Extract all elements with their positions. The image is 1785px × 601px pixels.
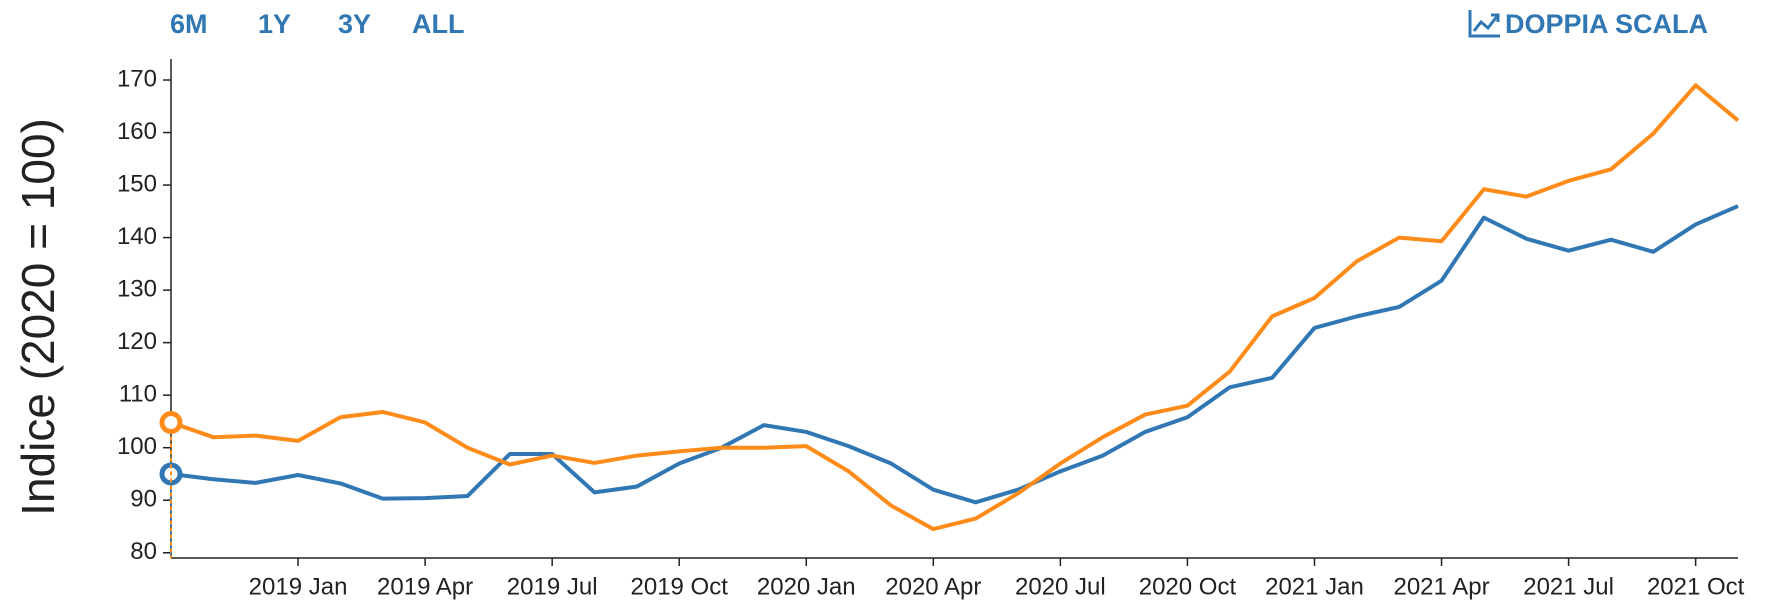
x-tick-label: 2021 Jan bbox=[1265, 573, 1364, 600]
y-tick-label: 130 bbox=[117, 275, 157, 302]
x-tick-label: 2019 Jul bbox=[507, 573, 598, 600]
series-line bbox=[170, 83, 1740, 532]
x-tick-label: 2021 Jul bbox=[1523, 573, 1614, 600]
x-tick-label: 2020 Apr bbox=[885, 573, 981, 600]
x-tick-label: 2021 Oct bbox=[1647, 573, 1745, 600]
y-tick-label: 120 bbox=[117, 328, 157, 355]
y-tick-label: 150 bbox=[117, 170, 157, 197]
scale-toggle[interactable]: DOPPIA SCALA bbox=[1468, 9, 1708, 39]
x-tick-label: 2020 Oct bbox=[1139, 573, 1237, 600]
range-button[interactable]: 3Y bbox=[338, 9, 371, 39]
y-tick-label: 90 bbox=[130, 486, 157, 513]
range-button[interactable]: 6M bbox=[170, 9, 208, 39]
y-tick-label: 100 bbox=[117, 433, 157, 460]
range-button[interactable]: ALL bbox=[412, 9, 464, 39]
x-tick-label: 2020 Jan bbox=[757, 573, 856, 600]
y-axis-label: Indice (2020 = 100) bbox=[12, 118, 64, 516]
y-tick-label: 170 bbox=[117, 65, 157, 92]
toggle-icon bbox=[1468, 10, 1500, 38]
y-tick-label: 80 bbox=[130, 538, 157, 565]
toggle-label[interactable]: DOPPIA SCALA bbox=[1505, 9, 1708, 39]
series-line bbox=[170, 204, 1739, 505]
y-tick-label: 110 bbox=[119, 381, 157, 408]
x-tick-label: 2019 Oct bbox=[631, 573, 729, 600]
y-tick-label: 140 bbox=[117, 223, 157, 250]
x-tick-label: 2019 Apr bbox=[377, 573, 473, 600]
y-tick-label: 160 bbox=[117, 118, 157, 145]
x-tick-label: 2021 Apr bbox=[1393, 573, 1489, 600]
start-marker bbox=[159, 410, 183, 434]
x-tick-label: 2020 Jul bbox=[1015, 573, 1106, 600]
range-button[interactable]: 1Y bbox=[258, 9, 291, 39]
x-tick-label: 2019 Jan bbox=[249, 573, 348, 600]
